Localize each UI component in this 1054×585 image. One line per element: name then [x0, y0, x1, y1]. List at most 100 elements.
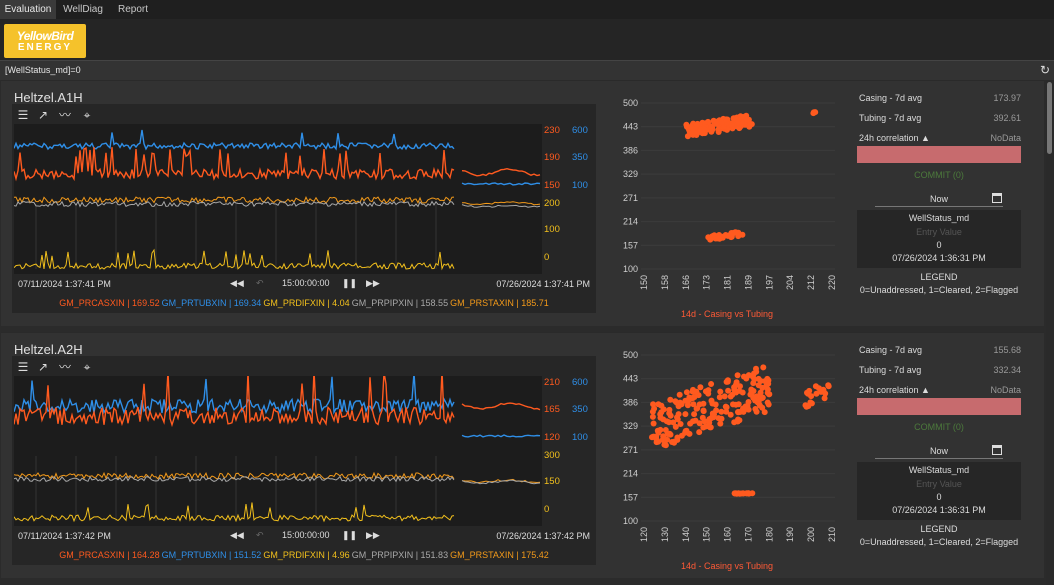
scatter-point	[729, 391, 736, 398]
stat-row: 24h correlation ▲ NoData	[859, 385, 1021, 399]
scatter-point	[733, 490, 740, 497]
scatter-point	[706, 424, 713, 431]
logo-bar: YellowBird ENERGY	[0, 19, 1054, 60]
mouse-mode-icon[interactable]: ⌖	[83, 108, 91, 122]
scatter-x-tick: 150	[702, 527, 712, 542]
duration-label[interactable]: 15:00:00:00	[282, 278, 330, 288]
scatter-point	[723, 116, 730, 123]
duration-label[interactable]: 15:00:00:00	[282, 530, 330, 540]
legend-item[interactable]: GM_PRPIPXIN | 158.55	[351, 298, 449, 308]
legend-item[interactable]: GM_PRCASXIN | 169.52	[59, 298, 160, 308]
trend-options-icon[interactable]: 〰	[58, 360, 71, 374]
scatter-point	[750, 388, 757, 394]
rewind-icon[interactable]: ◀◀	[230, 530, 244, 540]
scatter-point	[804, 389, 810, 396]
entry-value-input[interactable]: Entry Value	[916, 479, 962, 489]
tab-welldiag[interactable]: WellDiag	[63, 4, 103, 15]
tab-report[interactable]: Report	[117, 4, 148, 15]
scatter-point	[690, 401, 697, 408]
scrollbar-thumb[interactable]	[1047, 82, 1052, 154]
legend-item[interactable]: GM_PRSTAXIN | 185.71	[450, 298, 549, 308]
legend-item[interactable]: GM_PRDIFXIN | 4.96	[263, 550, 350, 560]
tubing-axis-tick: 350	[572, 404, 588, 415]
start-date: 07/11/2024 1:37:42 PM	[18, 531, 111, 541]
tubing-axis-tick: 100	[572, 432, 588, 443]
menu-icon[interactable]: ☰	[17, 360, 29, 374]
trend-options-icon[interactable]: 〰	[58, 108, 71, 122]
date-picker-input[interactable]: Now	[875, 192, 1003, 207]
calendar-icon[interactable]	[992, 193, 1002, 203]
scatter-point	[740, 408, 747, 415]
scatter-point	[667, 396, 674, 403]
timeseries-footer: 07/11/2024 1:37:42 PM ◀◀ ↶ 15:00:00:00 ❚…	[12, 527, 596, 565]
stat-value: 173.97	[993, 93, 1021, 103]
scatter-point	[760, 364, 767, 371]
menu-icon[interactable]: ☰	[17, 108, 29, 122]
mouse-mode-icon[interactable]: ⌖	[83, 360, 91, 374]
well-panel: Heltzel.A2H ☰ ↗ 〰 ⌖ 210 165 120 600 350 …	[1, 332, 1044, 578]
stat-row: Tubing - 7d avg 332.34	[859, 365, 1021, 379]
scatter-point	[818, 388, 824, 395]
difference-series-line	[13, 248, 455, 271]
legend-item[interactable]: GM_PRPIPXIN | 151.83	[351, 550, 449, 560]
commit-button[interactable]: COMMIT (0)	[914, 422, 964, 432]
tab-evaluation[interactable]: Evaluation	[0, 0, 56, 19]
scatter-point	[708, 381, 715, 387]
rewind-icon[interactable]: ◀◀	[230, 278, 244, 288]
scatter-point	[765, 377, 772, 384]
scatter-y-tick: 100	[623, 516, 638, 526]
well-title: Heltzel.A2H	[14, 342, 83, 357]
legend-item[interactable]: GM_PRDIFXIN | 4.04	[263, 298, 350, 308]
add-trend-icon[interactable]: ↗	[37, 108, 49, 122]
scatter-point	[684, 402, 691, 409]
wellstatus-entry: WellStatus_md Entry Value 0 07/26/2024 1…	[857, 210, 1021, 268]
scatter-point	[756, 402, 763, 409]
pause-icon[interactable]: ❚❚	[342, 278, 358, 288]
scatter-point	[747, 121, 754, 128]
page-scrollbar[interactable]	[1046, 80, 1054, 585]
scatter-point	[821, 395, 828, 402]
well-status-panel: Casing - 7d avg 173.97 Tubing - 7d avg 3…	[857, 86, 1023, 314]
scatter-point	[716, 394, 723, 401]
scatter-point	[716, 235, 723, 242]
entry-value-input[interactable]: Entry Value	[916, 227, 962, 237]
legend-item[interactable]: GM_PRTUBXIN | 151.52	[161, 550, 262, 560]
legend-item[interactable]: GM_PRCASXIN | 164.28	[59, 550, 160, 560]
date-picker-input[interactable]: Now	[875, 444, 1003, 459]
undo-icon[interactable]: ↶	[256, 278, 264, 288]
timeseries-plot-area[interactable]	[13, 124, 542, 274]
undo-icon[interactable]: ↶	[256, 530, 264, 540]
stat-label: Casing - 7d avg	[859, 345, 923, 355]
timeseries-plot-area[interactable]	[13, 370, 542, 526]
casing-series-line	[13, 146, 455, 182]
legend-text: 0=Unaddressed, 1=Cleared, 2=Flagged	[859, 285, 1019, 295]
commit-button[interactable]: COMMIT (0)	[914, 170, 964, 180]
add-trend-icon[interactable]: ↗	[37, 360, 49, 374]
refresh-icon[interactable]: ↻	[1039, 63, 1050, 77]
legend-item[interactable]: GM_PRTUBXIN | 169.34	[161, 298, 262, 308]
stat-row: 24h correlation ▲ NoData	[859, 133, 1021, 147]
fast-forward-icon[interactable]: ▶▶	[366, 278, 380, 288]
casing-series-line	[461, 402, 541, 411]
fast-forward-icon[interactable]: ▶▶	[366, 530, 380, 540]
stat-row: Tubing - 7d avg 392.61	[859, 113, 1021, 127]
scatter-point	[682, 411, 689, 418]
timeseries-chart: ☰ ↗ 〰 ⌖ 230 190 150 600 350 100 200 100 …	[12, 104, 596, 313]
calendar-icon[interactable]	[992, 445, 1002, 455]
well-panel: Heltzel.A1H ☰ ↗ 〰 ⌖ 230 190 150 600 350 …	[1, 80, 1044, 326]
tubing-axis-tick: 350	[572, 152, 588, 163]
status-color-bar	[857, 398, 1021, 415]
scatter-point	[672, 423, 679, 430]
scatter-y-tick: 443	[623, 374, 638, 384]
scatter-point	[807, 399, 814, 406]
pause-icon[interactable]: ❚❚	[342, 530, 358, 540]
casing-axis-tick: 120	[544, 432, 560, 443]
scatter-point	[682, 397, 689, 404]
legend-item[interactable]: GM_PRSTAXIN | 175.42	[450, 550, 549, 560]
scatter-point	[741, 373, 747, 380]
well-title: Heltzel.A1H	[14, 90, 83, 105]
scatter-point	[739, 389, 746, 396]
scatter-x-tick: 210	[827, 527, 837, 542]
